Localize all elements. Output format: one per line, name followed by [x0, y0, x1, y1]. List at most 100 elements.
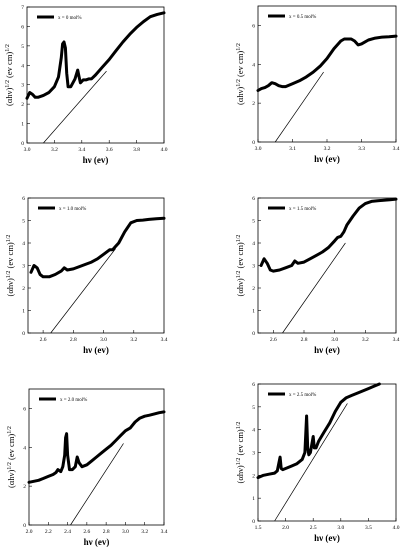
- x-tick-label: 3.4: [393, 337, 400, 343]
- x-tick-label: 2.2: [45, 529, 52, 535]
- y-axis-label: (αhν)1/2 (ev cm)1/2: [235, 422, 245, 484]
- y-axis-label-exponent: 1/2: [5, 80, 11, 88]
- y-axis-label: (αhν)1/2 (ev cm)1/2: [235, 43, 245, 105]
- x-tick-label: 3.0: [331, 337, 338, 343]
- y-axis-label-text: (αhν): [4, 88, 14, 106]
- x-tick-label: 3.2: [141, 529, 148, 535]
- y-tick-label: 5: [21, 44, 24, 50]
- plot-frame: [257, 197, 397, 334]
- y-tick-label: 1: [252, 309, 255, 315]
- y-tick-label: 6: [252, 23, 255, 29]
- plot-frame: [27, 197, 165, 334]
- tangent-line: [50, 248, 116, 334]
- x-tick-label: 2.8: [70, 337, 77, 343]
- y-tick-label: 1: [22, 309, 25, 315]
- y-axis-label-exponent: 1/2: [5, 44, 11, 52]
- y-tick-label: 0: [23, 523, 26, 529]
- y-tick-label: 3: [22, 264, 25, 270]
- y-tick-label: 7: [21, 5, 24, 11]
- chart-panel-1: 3.0 3.2 3.4 3.6 3.8 4.0 0 1 2 3 4 5 6 7 x = 0 mol% hν (…: [4, 5, 168, 165]
- y-axis-label-exponent: 1/2: [6, 235, 12, 243]
- y-axis-label: (αhν)1/2 (ev cm)1/2: [4, 44, 14, 106]
- y-tick-label: 6: [23, 406, 26, 412]
- y-tick-label: 0: [22, 331, 25, 337]
- x-tick-label: 2.6: [270, 337, 277, 343]
- plot-frame: [257, 383, 397, 522]
- legend-label: x = 1.5 mol%: [289, 207, 316, 212]
- y-tick-label: 6: [252, 382, 255, 388]
- x-axis-label: hν (ev): [314, 154, 340, 164]
- x-tick-label: 3.3: [358, 146, 365, 152]
- plot-frame: [28, 388, 165, 526]
- x-tick-label: 2.0: [26, 529, 33, 535]
- plot-frame: [26, 6, 165, 144]
- y-tick-label: 6: [21, 24, 24, 30]
- y-tick-label: 4: [22, 241, 25, 247]
- x-tick-label: 3.4: [78, 147, 85, 153]
- x-tick-label: 3.0: [255, 146, 262, 152]
- x-tick-label: 3.0: [100, 337, 107, 343]
- y-axis-label-exponent: 1/2: [7, 462, 13, 470]
- y-tick-label: 4: [23, 445, 26, 451]
- x-tick-label: 3.6: [106, 147, 113, 153]
- x-tick-label: 3.2: [51, 147, 58, 153]
- y-tick-label: 2: [23, 484, 26, 490]
- absorption-curve: [25, 11, 166, 100]
- legend-label: x = 1.0 mol%: [59, 207, 86, 212]
- x-tick-label: 3.2: [324, 146, 331, 152]
- y-axis-label-exponent: 1/2: [7, 426, 13, 434]
- chart-panel-6: 1.5 2.0 2.5 3.0 3.5 4.0 0 1 2 3 4 5 6 x = 2.5 mol% hν …: [235, 382, 400, 543]
- x-tick-label: 3.0: [337, 525, 344, 531]
- x-axis-label: hν (ev): [83, 155, 109, 165]
- y-axis-label: (αhν)1/2 (ev cm)1/2: [6, 426, 16, 488]
- y-tick-label: 4: [252, 428, 255, 434]
- y-tick-label: 6: [22, 196, 25, 202]
- x-tick-label: 4.0: [161, 147, 168, 153]
- y-tick-label: 0: [252, 519, 255, 525]
- y-tick-label: 4: [252, 62, 255, 68]
- absorption-curve: [29, 216, 166, 279]
- tangent-line: [43, 70, 107, 144]
- x-axis-label: hν (ev): [84, 537, 110, 547]
- y-axis-label-text: (ev cm): [4, 52, 14, 80]
- y-axis-label-text: (αhν): [235, 278, 245, 296]
- tangent-line: [274, 71, 324, 143]
- y-tick-label: 4: [21, 63, 24, 69]
- x-axis-label: hν (ev): [314, 533, 340, 543]
- y-tick-label: 3: [252, 451, 255, 457]
- x-tick-label: 3.4: [161, 529, 168, 535]
- y-axis-label-text: (ev cm): [235, 429, 245, 457]
- x-tick-label: 2.6: [83, 529, 90, 535]
- plot-frame: [257, 5, 397, 143]
- y-tick-label: 3: [21, 83, 24, 89]
- y-axis-label-exponent: 1/2: [6, 271, 12, 279]
- y-tick-label: 0: [21, 141, 24, 147]
- chart-panel-5: 2.0 2.2 2.4 2.6 2.8 3.0 3.2 3.4 0 2 4 6 x = 2.0 mol%…: [6, 388, 168, 547]
- legend-label: x = 0.5 mol%: [289, 15, 316, 20]
- y-axis-label-text: (ev cm): [5, 242, 15, 270]
- x-tick-label: 2.5: [310, 525, 317, 531]
- x-axis-label: hν (ev): [314, 345, 340, 355]
- x-tick-label: 3.0: [24, 147, 31, 153]
- chart-panel-3: 2.6 2.8 3.0 3.2 3.4 0 1 2 3 4 5 6 x = 1.0 mol% hν (ev…: [5, 196, 168, 355]
- x-tick-label: 2.0: [282, 525, 289, 531]
- x-tick-label: 4.0: [393, 525, 400, 531]
- y-axis-label-text: (αhν): [235, 87, 245, 105]
- legend-label: x = 2.0 mol%: [60, 398, 87, 403]
- y-tick-label: 6: [252, 196, 255, 202]
- tangent-line: [274, 403, 348, 522]
- x-tick-label: 2.4: [64, 529, 71, 535]
- x-tick-label: 3.2: [362, 337, 369, 343]
- tangent-line: [282, 242, 346, 334]
- y-axis-label-text: (αhν): [235, 465, 245, 483]
- absorption-curve: [256, 382, 381, 480]
- absorption-curve: [259, 197, 398, 273]
- y-axis-label-text: (αhν): [6, 470, 16, 488]
- y-axis-label-text: (ev cm): [235, 242, 245, 270]
- x-tick-label: 3.2: [130, 337, 137, 343]
- x-tick-label: 2.6: [40, 337, 47, 343]
- x-tick-label: 2.8: [103, 529, 110, 535]
- y-tick-label: 0: [252, 331, 255, 337]
- y-tick-label: 2: [252, 286, 255, 292]
